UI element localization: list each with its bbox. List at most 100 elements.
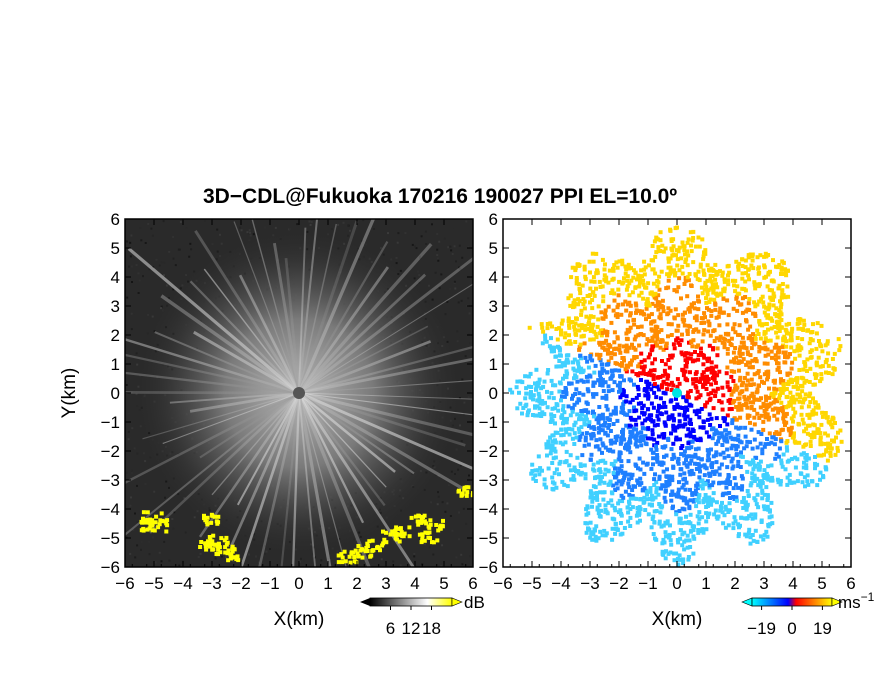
speckle — [449, 515, 452, 517]
velocity-pixel — [703, 251, 708, 256]
velocity-pixel — [636, 273, 641, 278]
speckle — [240, 229, 243, 232]
velocity-pixel — [727, 386, 732, 391]
clutter-pixel — [440, 523, 445, 528]
velocity-pixel — [577, 430, 582, 435]
velocity-pixel — [824, 467, 829, 472]
speckle — [147, 313, 150, 316]
velocity-pixel — [732, 283, 736, 288]
velocity-pixel — [776, 326, 781, 330]
velocity-pixel — [734, 417, 739, 422]
velocity-pixel — [632, 405, 636, 410]
y-tick-label: 6 — [111, 210, 120, 229]
velocity-pixel — [779, 302, 784, 307]
intensity-ray — [251, 219, 300, 394]
velocity-pixel — [755, 476, 760, 481]
velocity-image — [503, 219, 851, 567]
velocity-pixel — [749, 405, 754, 409]
velocity-pixel — [711, 376, 716, 381]
velocity-pixel — [707, 485, 712, 490]
velocity-pixel — [540, 399, 545, 403]
velocity-pixel — [605, 407, 610, 412]
velocity-pixel — [682, 244, 687, 249]
velocity-pixel — [750, 446, 755, 451]
velocity-pixel — [776, 286, 781, 291]
velocity-pixel — [779, 272, 784, 276]
clutter-pixel — [199, 540, 204, 544]
velocity-pixel — [698, 438, 703, 443]
velocity-pixel — [783, 269, 788, 274]
velocity-pixel — [731, 495, 736, 499]
velocity-pixel — [816, 405, 821, 410]
y-tick-label: 6 — [489, 210, 498, 229]
speckle — [458, 538, 460, 541]
velocity-pixel — [666, 358, 671, 362]
velocity-pixel — [801, 327, 806, 332]
velocity-pixel — [780, 427, 785, 432]
velocity-pixel — [728, 342, 733, 346]
velocity-pixel — [633, 417, 638, 422]
velocity-pixel — [620, 356, 625, 360]
velocity-pixel — [688, 417, 693, 422]
velocity-pixel — [564, 449, 569, 454]
velocity-pixel — [548, 435, 553, 440]
velocity-pixel — [718, 424, 722, 428]
velocity-pixel — [549, 416, 554, 421]
velocity-pixel — [595, 494, 599, 499]
velocity-pixel — [605, 332, 610, 337]
velocity-pixel — [559, 328, 563, 333]
velocity-pixel — [746, 255, 751, 260]
velocity-pixel — [783, 423, 787, 427]
velocity-pixel — [815, 321, 820, 326]
velocity-pixel — [580, 283, 585, 288]
speckle — [469, 555, 472, 558]
velocity-pixel — [651, 532, 656, 536]
intensity-ray — [298, 392, 473, 400]
velocity-pixel — [657, 521, 662, 526]
velocity-pixel — [610, 526, 615, 531]
velocity-pixel — [755, 371, 760, 375]
velocity-pixel — [677, 424, 681, 429]
velocity-pixel — [585, 401, 590, 406]
velocity-pixel — [737, 347, 742, 352]
velocity-pixel — [655, 459, 660, 464]
velocity-pixel — [606, 425, 611, 430]
velocity-pixel — [586, 365, 591, 370]
velocity-pixel — [564, 341, 569, 346]
velocity-pixel — [805, 479, 810, 484]
velocity-pixel — [792, 349, 797, 354]
velocity-pixel — [564, 430, 569, 435]
velocity-pixel — [628, 496, 633, 501]
velocity-pixel — [553, 421, 557, 426]
velocity-pixel — [652, 437, 657, 442]
velocity-pixel — [575, 359, 580, 364]
velocity-pixel — [720, 434, 725, 439]
clutter-pixel — [143, 520, 148, 525]
speckle — [216, 228, 219, 231]
velocity-pixel — [554, 467, 559, 472]
velocity-pixel — [818, 435, 823, 440]
velocity-pixel — [652, 334, 657, 339]
velocity-pixel — [753, 515, 758, 520]
velocity-pixel — [720, 500, 724, 505]
velocity-pixel — [745, 378, 750, 383]
velocity-pixel — [552, 446, 557, 451]
velocity-pixel — [660, 243, 665, 248]
velocity-pixel — [562, 394, 567, 399]
velocity-pixel — [771, 298, 775, 302]
velocity-pixel — [602, 472, 607, 477]
speckle — [225, 556, 227, 559]
velocity-pixel — [819, 344, 824, 349]
velocity-pixel — [576, 302, 581, 307]
velocity-pixel — [825, 415, 830, 420]
velocity-pixel — [797, 321, 802, 325]
velocity-pixel — [577, 391, 582, 396]
velocity-pixel — [753, 286, 758, 291]
velocity-pixel — [737, 525, 741, 530]
velocity-pixel — [697, 415, 702, 420]
velocity-pixel — [700, 291, 705, 296]
velocity-pixel — [581, 297, 586, 301]
velocity-pixel — [591, 275, 596, 280]
velocity-pixel — [761, 537, 766, 542]
speckle — [199, 552, 202, 555]
